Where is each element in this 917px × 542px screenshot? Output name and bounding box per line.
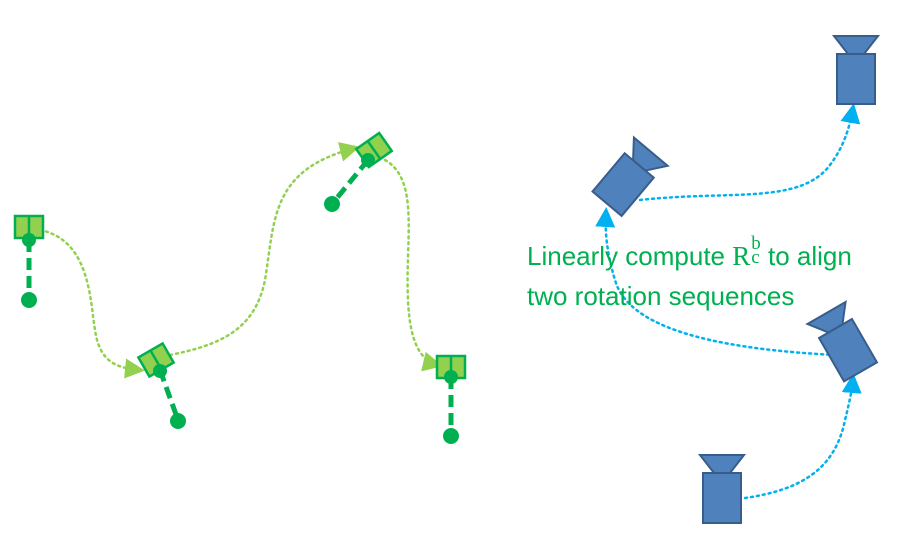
camera-pose-2 bbox=[805, 300, 879, 383]
imu-path-2 bbox=[168, 142, 360, 357]
imu-path-1 bbox=[38, 228, 145, 379]
rotation-superscript: b bbox=[751, 233, 761, 254]
camera-path-3 bbox=[638, 103, 861, 202]
imu-path-3 bbox=[383, 158, 443, 372]
camera-path-2 bbox=[595, 207, 837, 357]
imu-pose-2 bbox=[136, 341, 186, 429]
imu-pose-3 bbox=[324, 131, 394, 212]
camera-trajectory bbox=[595, 103, 862, 500]
imu-pose-4 bbox=[435, 354, 467, 444]
rotation-symbol: R bbox=[732, 241, 751, 271]
camera-pose-3 bbox=[591, 135, 670, 218]
imu-trajectory bbox=[38, 142, 443, 379]
caption-line-1-start: Linearly compute bbox=[527, 241, 733, 271]
rotation-subscript: c bbox=[751, 247, 760, 268]
camera-pose-4 bbox=[831, 35, 881, 105]
caption-line-1-end: to align bbox=[760, 241, 852, 271]
camera-pose-1 bbox=[697, 454, 747, 524]
caption-line-2: two rotation sequences bbox=[527, 281, 795, 311]
camera-path-1 bbox=[743, 373, 862, 500]
imu-pose-1 bbox=[13, 214, 45, 308]
